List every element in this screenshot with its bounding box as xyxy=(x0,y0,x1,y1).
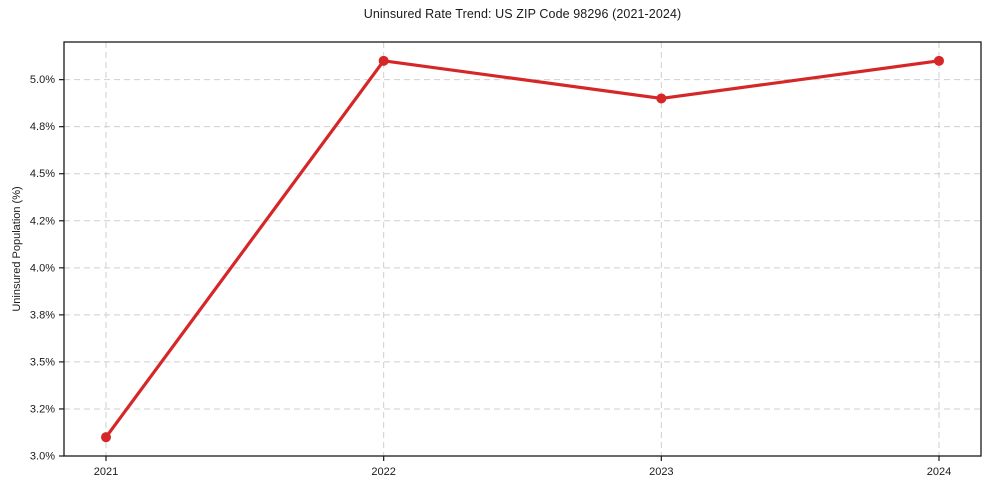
x-tick-label: 2022 xyxy=(371,466,395,478)
series-line xyxy=(104,59,941,439)
y-tick-label: 3.0% xyxy=(30,451,55,463)
data-point xyxy=(378,55,389,66)
y-tick-label: 3.5% xyxy=(30,356,55,368)
data-point xyxy=(656,93,667,104)
y-tick-label: 4.0% xyxy=(30,262,55,274)
y-tick-label: 4.8% xyxy=(30,121,55,133)
y-tick-label: 3.8% xyxy=(30,309,55,321)
y-tick-label: 5.0% xyxy=(30,74,55,86)
plot-border xyxy=(63,41,982,457)
x-tick-label: 2021 xyxy=(94,466,118,478)
data-point xyxy=(101,432,111,443)
y-tick-label: 3.2% xyxy=(30,403,55,415)
y-tick-label: 4.2% xyxy=(30,215,55,227)
x-tick-label: 2024 xyxy=(927,466,951,478)
data-point xyxy=(934,55,944,66)
y-tick-label: 4.5% xyxy=(30,168,55,180)
x-tick-label: 2023 xyxy=(649,466,673,478)
chart-title: Uninsured Rate Trend: US ZIP Code 98296 … xyxy=(363,7,682,21)
